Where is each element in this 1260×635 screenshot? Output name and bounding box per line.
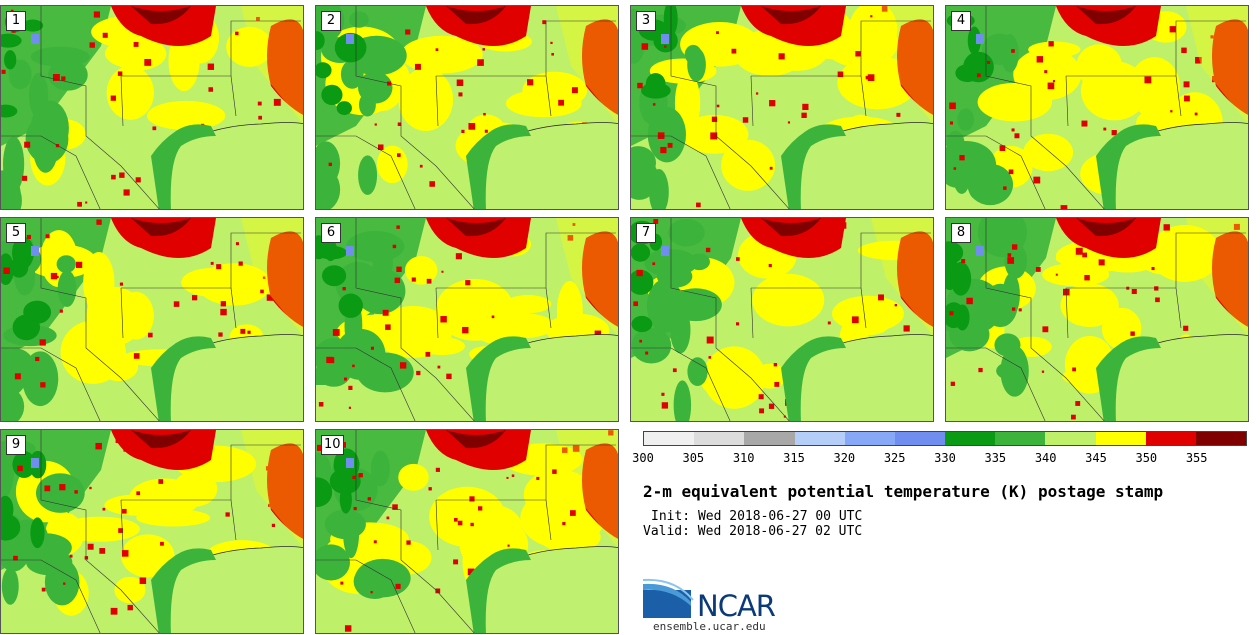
colorbar-tick-label: 315 <box>783 451 805 465</box>
map-field <box>1 218 303 421</box>
ensemble-member-panel[interactable]: 7 <box>630 217 934 422</box>
colorbar-tick-label: 320 <box>833 451 856 465</box>
colorbar-segment <box>694 432 745 445</box>
colorbar-tick-label: 325 <box>883 451 906 465</box>
colorbar-tick-label: 310 <box>732 451 755 465</box>
colorbar-segment <box>1045 432 1096 445</box>
colorbar-segment <box>1095 432 1146 445</box>
ensemble-member-panel[interactable]: 3 <box>630 5 934 210</box>
colorbar-tick-label: 355 <box>1185 451 1208 465</box>
map-field <box>631 6 933 209</box>
colorbar-segment <box>844 432 895 445</box>
map-field <box>1 6 303 209</box>
colorbar <box>643 431 1247 446</box>
map-field <box>946 6 1248 209</box>
panel-number: 7 <box>636 223 656 243</box>
colorbar-tick-label: 335 <box>984 451 1007 465</box>
ensemble-member-panel[interactable]: 8 <box>945 217 1249 422</box>
panel-number: 6 <box>321 223 341 243</box>
colorbar-tick-label: 340 <box>1034 451 1057 465</box>
panel-number: 8 <box>951 223 971 243</box>
colorbar-tick-label: 300 <box>632 451 654 465</box>
panel-number: 3 <box>636 11 656 31</box>
panel-number: 5 <box>6 223 26 243</box>
colorbar-tick-label: 350 <box>1135 451 1158 465</box>
colorbar-segment <box>894 432 946 445</box>
ensemble-member-panel[interactable]: 9 <box>0 429 304 634</box>
map-field <box>631 218 933 421</box>
colorbar-labels: 300 305 310 315 320 325 330 335 340 345 350 355 <box>632 451 1247 467</box>
ensemble-member-panel[interactable]: 10 <box>315 429 619 634</box>
colorbar-segment <box>995 432 1046 445</box>
map-field <box>1 430 303 633</box>
plot-title: 2-m equivalent potential temperature (K)… <box>643 482 1164 501</box>
panel-number: 2 <box>321 11 341 31</box>
valid-time: Valid: Wed 2018-06-27 02 UTC <box>643 524 863 539</box>
colorbar-segment <box>1145 432 1196 445</box>
panel-number: 9 <box>6 435 26 455</box>
ensemble-member-panel[interactable]: 2 <box>315 5 619 210</box>
panel-number: 4 <box>951 11 971 31</box>
logo-url[interactable]: ensemble.ucar.edu <box>653 620 766 633</box>
panel-number: 1 <box>6 11 26 31</box>
panel-number: 10 <box>321 435 344 455</box>
colorbar-tick-label: 305 <box>682 451 705 465</box>
map-field <box>316 6 618 209</box>
colorbar-tick-label: 345 <box>1085 451 1107 465</box>
ensemble-member-panel[interactable]: 5 <box>0 217 304 422</box>
map-field <box>316 430 618 633</box>
ensemble-member-panel[interactable]: 6 <box>315 217 619 422</box>
map-field <box>946 218 1248 421</box>
colorbar-segment <box>794 432 845 445</box>
colorbar-segment <box>644 432 695 445</box>
colorbar-tick-label: 330 <box>934 451 956 465</box>
colorbar-segment <box>945 432 996 445</box>
colorbar-segment <box>1195 432 1247 445</box>
ensemble-member-panel[interactable]: 1 <box>0 5 304 210</box>
init-time: Init: Wed 2018-06-27 00 UTC <box>651 509 863 524</box>
colorbar-segment <box>744 432 795 445</box>
logo-text: NCAR <box>697 589 776 623</box>
ensemble-member-panel[interactable]: 4 <box>945 5 1249 210</box>
map-field <box>316 218 618 421</box>
ncar-logo-icon <box>643 578 694 618</box>
